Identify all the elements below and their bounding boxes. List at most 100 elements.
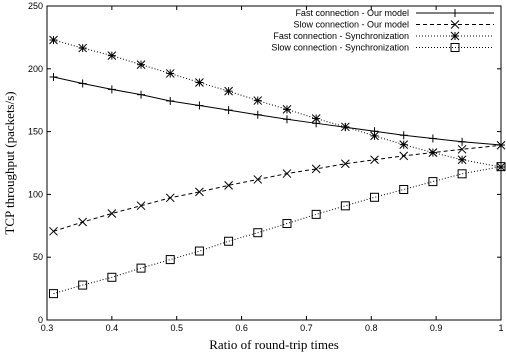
data-point — [136, 201, 146, 211]
marker-square — [282, 219, 292, 229]
legend-label: Slow connection - Synchronization — [271, 43, 409, 53]
marker-square — [457, 169, 467, 179]
data-point — [253, 228, 263, 238]
legend-label: Fast connection - Our model — [295, 8, 409, 18]
data-point — [224, 181, 233, 190]
data-point — [450, 20, 460, 29]
marker-square — [370, 192, 380, 202]
legend-label: Fast connection - Synchronization — [273, 31, 409, 41]
x-tick-label: 0.7 — [300, 323, 313, 333]
marker-stroke — [282, 169, 292, 178]
data-point — [340, 201, 350, 211]
series-3 — [49, 35, 506, 172]
series-1 — [49, 72, 505, 150]
data-point — [399, 140, 409, 150]
marker-stroke — [282, 105, 292, 114]
data-point — [49, 226, 58, 236]
data-point — [458, 137, 467, 146]
data-point — [49, 35, 58, 45]
marker-stroke — [49, 35, 58, 45]
marker-stroke — [457, 155, 467, 165]
marker-stroke — [311, 164, 321, 174]
marker-stroke — [195, 78, 204, 87]
data-point — [340, 159, 350, 169]
data-point — [340, 122, 350, 132]
marker-square — [224, 236, 234, 246]
data-point — [107, 51, 117, 60]
marker-stroke — [165, 69, 175, 78]
data-point — [399, 185, 409, 195]
x-axis-title: Ratio of round-trip times — [209, 337, 339, 352]
legend-entry: Slow connection - Synchronization — [271, 43, 494, 53]
marker-stroke — [340, 159, 350, 169]
marker-square — [136, 263, 146, 273]
marker-stroke — [136, 60, 146, 70]
series-4 — [48, 162, 506, 299]
data-point — [370, 192, 380, 202]
data-point — [450, 31, 460, 41]
data-point — [224, 106, 233, 115]
data-point — [195, 187, 204, 197]
data-point — [253, 175, 263, 184]
data-point — [253, 110, 262, 119]
legend-label: Slow connection - Our model — [293, 20, 409, 30]
x-tick-label: 0.9 — [430, 323, 443, 333]
marker-stroke — [428, 148, 438, 157]
data-point — [165, 193, 175, 203]
marker-stroke — [136, 201, 146, 211]
y-tick-label: 50 — [33, 252, 43, 262]
data-point — [165, 255, 175, 265]
marker-stroke — [165, 193, 175, 203]
marker-square — [194, 246, 204, 256]
marker-stroke — [78, 43, 88, 53]
series-2 — [49, 140, 506, 236]
x-tick-label: 0.8 — [365, 323, 378, 333]
marker-square — [340, 201, 350, 211]
data-point — [224, 236, 234, 246]
data-point — [311, 114, 321, 123]
data-point — [282, 219, 292, 229]
data-point — [399, 151, 409, 161]
y-tick-label: 200 — [28, 64, 43, 74]
marker-stroke — [78, 217, 88, 227]
x-tick-label: 0.5 — [170, 323, 183, 333]
marker-stroke — [340, 122, 350, 132]
data-point — [428, 177, 438, 187]
data-point — [195, 101, 204, 110]
data-point — [450, 43, 460, 52]
marker-stroke — [450, 31, 460, 41]
marker-stroke — [370, 131, 379, 141]
marker-stroke — [311, 114, 321, 123]
marker-stroke — [399, 151, 409, 161]
marker-square — [428, 177, 438, 187]
marker-stroke — [253, 175, 263, 184]
marker-stroke — [457, 144, 467, 154]
data-point — [457, 169, 467, 179]
marker-square — [78, 280, 88, 290]
series-line — [53, 166, 502, 295]
data-point — [451, 9, 459, 17]
marker-square — [48, 289, 58, 299]
data-point — [370, 131, 379, 141]
legend-entry: Fast connection - Synchronization — [273, 31, 494, 41]
data-point — [496, 140, 506, 150]
marker-square — [450, 43, 460, 52]
data-point — [496, 162, 506, 172]
x-tick-label: 0.3 — [41, 323, 54, 333]
y-tick-label: 150 — [28, 127, 43, 137]
marker-stroke — [253, 96, 263, 105]
marker-stroke — [49, 226, 58, 236]
series-layer — [48, 35, 506, 299]
data-point — [78, 79, 87, 88]
data-point — [165, 69, 175, 78]
series-line — [53, 76, 502, 146]
marker-stroke — [107, 51, 117, 60]
marker-square — [107, 272, 117, 282]
data-point — [137, 90, 146, 99]
data-point — [370, 155, 379, 165]
data-point — [48, 289, 58, 299]
data-point — [194, 246, 204, 256]
data-point — [78, 280, 88, 290]
series-line — [53, 144, 502, 232]
